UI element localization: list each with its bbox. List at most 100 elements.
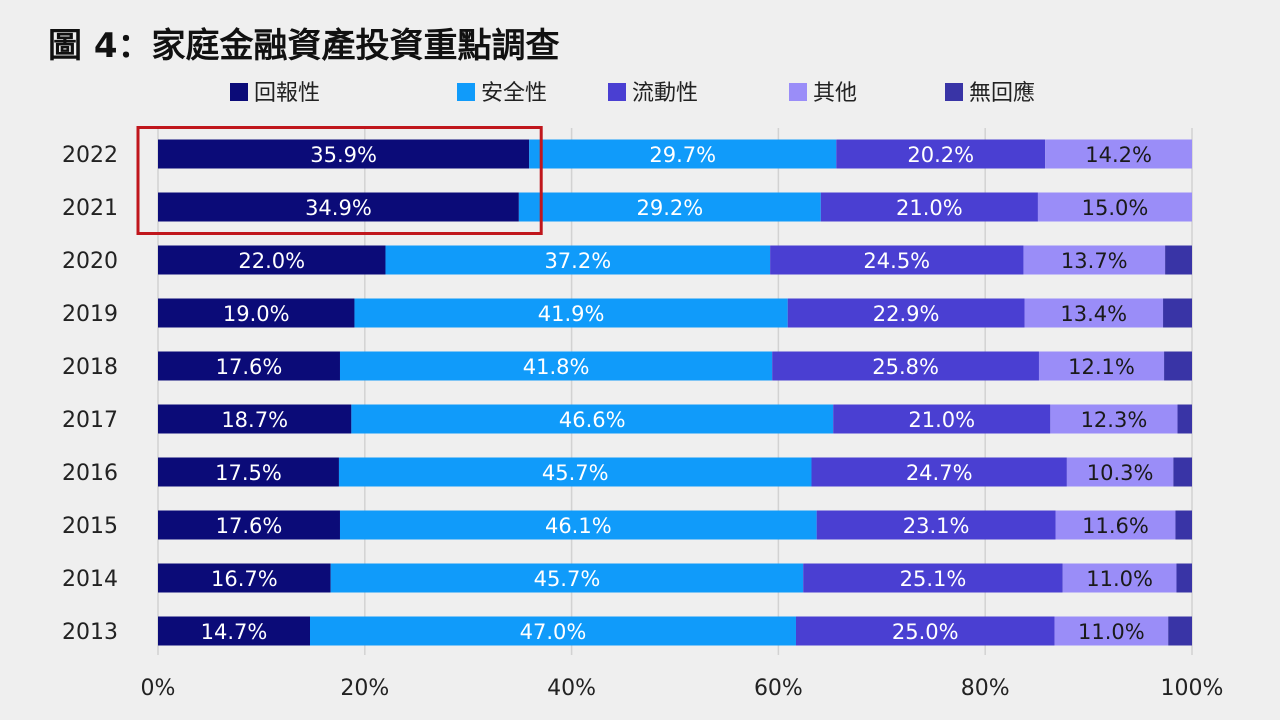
data-label: 14.7% <box>201 620 268 644</box>
legend-swatch <box>457 83 475 101</box>
legend-swatch <box>945 83 963 101</box>
category-labels: 2022 2021 2020 2019 2018 2017 2016 2015 2014 2013 <box>62 143 118 645</box>
value-labels: 35.9% 29.7% 20.2% 14.2% 34.9% 29.2% 21.0% 15.0%… <box>201 143 1154 644</box>
data-label: 46.6% <box>559 408 626 432</box>
bar-segment <box>1055 510 1176 540</box>
data-label: 11.0% <box>1086 567 1153 591</box>
bar-segment <box>158 404 352 434</box>
data-label: 21.0% <box>896 196 963 220</box>
data-label: 46.1% <box>545 514 612 538</box>
x-tick-label: 40% <box>547 676 596 701</box>
x-axis-ticks: 0% 20% 40% 60% 80% 100% <box>141 676 1224 701</box>
bar-segment <box>836 139 1046 169</box>
data-label: 14.2% <box>1085 143 1152 167</box>
chart-title: 圖 4：家庭金融資產投資重點調查 <box>48 26 560 66</box>
bar-segment <box>158 298 355 328</box>
data-label: 13.4% <box>1060 302 1127 326</box>
bar-segment <box>339 510 817 540</box>
data-label: 13.7% <box>1061 249 1128 273</box>
bar-segment <box>385 245 771 275</box>
bar-segment <box>158 563 331 593</box>
legend-label: 其他 <box>813 81 857 106</box>
bar-segment <box>1045 139 1192 169</box>
data-label: 25.1% <box>900 567 967 591</box>
bar-segment <box>158 139 530 169</box>
x-tick-label: 20% <box>340 676 389 701</box>
bar-segment <box>1164 351 1192 381</box>
bar-segment <box>820 192 1038 222</box>
data-label: 29.2% <box>636 196 703 220</box>
bar-segment <box>529 139 837 169</box>
bar-segment <box>787 298 1025 328</box>
bar-segment <box>339 351 773 381</box>
data-label: 20.2% <box>907 143 974 167</box>
data-label: 35.9% <box>310 143 377 167</box>
bar-segment <box>770 245 1024 275</box>
legend-swatch <box>608 83 626 101</box>
bar-segment <box>1038 351 1165 381</box>
bar-segment <box>1163 298 1192 328</box>
x-tick-label: 60% <box>754 676 803 701</box>
bar-segment <box>1168 616 1192 646</box>
legend-label: 無回應 <box>969 80 1035 106</box>
data-label: 12.1% <box>1068 355 1135 379</box>
x-tick-label: 100% <box>1161 676 1224 701</box>
data-label: 17.5% <box>215 461 282 485</box>
bar-segment <box>816 510 1056 540</box>
category-label: 2013 <box>62 620 118 645</box>
data-label: 41.9% <box>538 302 605 326</box>
legend-label: 流動性 <box>632 81 698 106</box>
bar-segment <box>1062 563 1177 593</box>
category-label: 2015 <box>62 514 118 539</box>
data-label: 22.9% <box>873 302 940 326</box>
data-label: 24.7% <box>906 461 973 485</box>
bar-segment <box>811 457 1067 487</box>
bar-segment <box>1066 457 1174 487</box>
bar-segment <box>772 351 1039 381</box>
category-label: 2019 <box>62 302 118 327</box>
data-label: 45.7% <box>542 461 609 485</box>
x-tick-label: 0% <box>141 676 176 701</box>
data-label: 11.0% <box>1078 620 1145 644</box>
data-label: 45.7% <box>534 567 601 591</box>
bar-segment <box>1023 245 1166 275</box>
data-label: 25.8% <box>872 355 939 379</box>
legend-swatch <box>789 83 807 101</box>
data-label: 17.6% <box>216 514 283 538</box>
bar-segment <box>330 563 804 593</box>
category-label: 2021 <box>62 196 118 221</box>
bar-segment <box>1050 404 1178 434</box>
bar-segment <box>354 298 788 328</box>
bar-segment <box>1165 245 1192 275</box>
category-label: 2022 <box>62 143 118 168</box>
data-label: 41.8% <box>523 355 590 379</box>
highlight-rectangle <box>136 126 543 235</box>
data-label: 10.3% <box>1087 461 1154 485</box>
bar-segment <box>158 510 340 540</box>
data-label: 23.1% <box>903 514 970 538</box>
legend-swatch <box>230 83 248 101</box>
legend: 回報性 安全性 流動性 其他 無回應 <box>230 80 1035 106</box>
data-label: 25.0% <box>892 620 959 644</box>
data-label: 17.6% <box>216 355 283 379</box>
bars <box>158 139 1192 646</box>
bar-segment <box>1175 510 1192 540</box>
data-label: 29.7% <box>649 143 716 167</box>
bar-segment <box>158 616 310 646</box>
bar-segment <box>1176 563 1192 593</box>
bar-segment <box>309 616 796 646</box>
legend-label: 回報性 <box>254 81 320 106</box>
data-label: 12.3% <box>1081 408 1148 432</box>
bar-segment <box>158 351 340 381</box>
bar-segment <box>158 245 386 275</box>
data-label: 24.5% <box>863 249 930 273</box>
category-label: 2018 <box>62 355 118 380</box>
data-label: 22.0% <box>238 249 305 273</box>
bar-segment <box>833 404 1051 434</box>
data-label: 16.7% <box>211 567 278 591</box>
bar-segment <box>795 616 1055 646</box>
data-label: 37.2% <box>544 249 611 273</box>
data-label: 21.0% <box>908 408 975 432</box>
bar-segment <box>338 457 812 487</box>
